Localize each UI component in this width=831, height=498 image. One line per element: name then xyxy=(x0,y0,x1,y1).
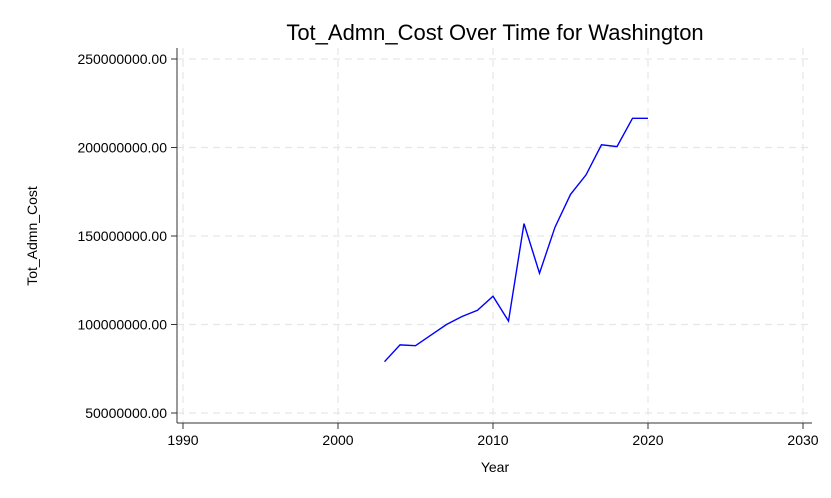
y-ticks: 50000000.00 100000000.00 150000000.00 20000… xyxy=(77,51,177,421)
y-tick-label: 100000000.00 xyxy=(77,317,167,333)
y-tick-label: 50000000.00 xyxy=(85,405,167,421)
series xyxy=(383,117,648,363)
series-line xyxy=(383,117,648,363)
y-tick-label: 200000000.00 xyxy=(77,140,167,156)
y-axis-label: Tot_Admn_Cost xyxy=(24,186,40,286)
x-tick-label: 2030 xyxy=(787,432,818,448)
x-tick-label: 1990 xyxy=(167,432,198,448)
x-tick-label: 2000 xyxy=(322,432,353,448)
chart-title: Tot_Admn_Cost Over Time for Washington xyxy=(286,20,703,45)
y-tick-label: 250000000.00 xyxy=(77,51,167,67)
x-tick-label: 2020 xyxy=(632,432,663,448)
y-tick-label: 150000000.00 xyxy=(77,228,167,244)
x-tick-label: 2010 xyxy=(477,432,508,448)
x-ticks: 1990 2000 2010 2020 2030 xyxy=(167,423,819,448)
grid xyxy=(177,48,812,423)
x-axis-label: Year xyxy=(481,459,510,475)
